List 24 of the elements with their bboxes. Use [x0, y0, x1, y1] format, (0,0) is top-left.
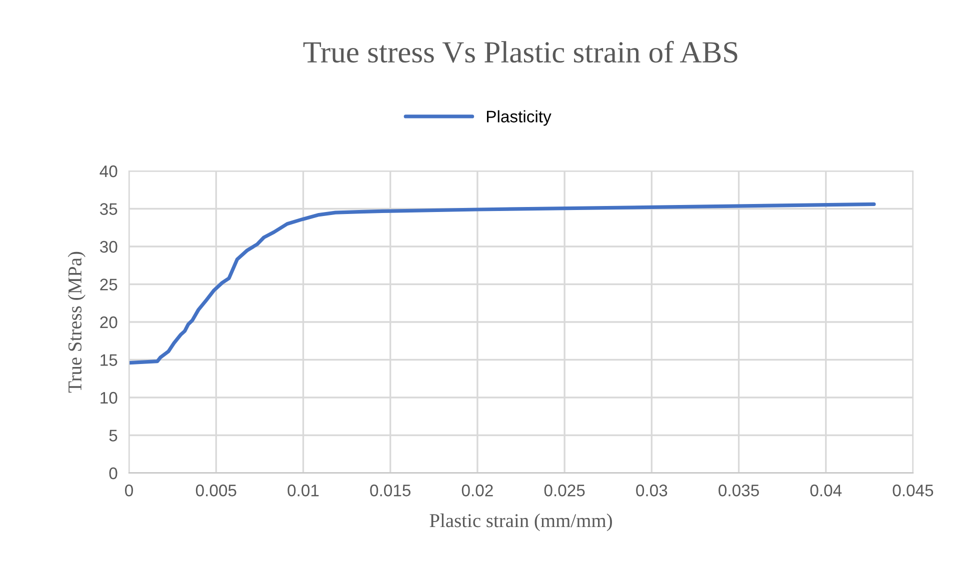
x-tick-label: 0.005 [196, 484, 236, 496]
y-tick-label: 10 [100, 392, 118, 404]
y-tick-label: 35 [100, 203, 118, 215]
x-axis-title: Plastic strain (mm/mm) [430, 514, 612, 532]
y-tick-label: 25 [100, 278, 118, 290]
y-tick-label: 15 [100, 354, 118, 366]
x-tick-label: 0.035 [718, 484, 759, 496]
x-tick-label: 0.01 [288, 484, 319, 496]
x-tick-label: 0.025 [544, 484, 585, 496]
y-tick-label: 30 [100, 240, 118, 253]
x-tick-label: 0.045 [892, 484, 934, 496]
legend-label: Plasticity [486, 110, 552, 126]
line-series [129, 202, 876, 365]
y-tick-label: 20 [100, 316, 118, 328]
chart-title: True stress Vs Plastic strain of ABS [303, 40, 738, 63]
y-tick-label: 5 [109, 430, 118, 442]
x-tick-label: 0.03 [636, 484, 668, 496]
y-tick-label: 0 [109, 467, 118, 480]
y-tick-label: 40 [100, 165, 118, 178]
y-axis-title: True Stress (MPa) [68, 252, 86, 393]
x-tick-label: 0.04 [810, 484, 842, 496]
x-tick-label: 0.015 [370, 484, 410, 496]
x-tick-label: 0.02 [462, 484, 493, 496]
x-tick-label: 0 [125, 484, 133, 496]
